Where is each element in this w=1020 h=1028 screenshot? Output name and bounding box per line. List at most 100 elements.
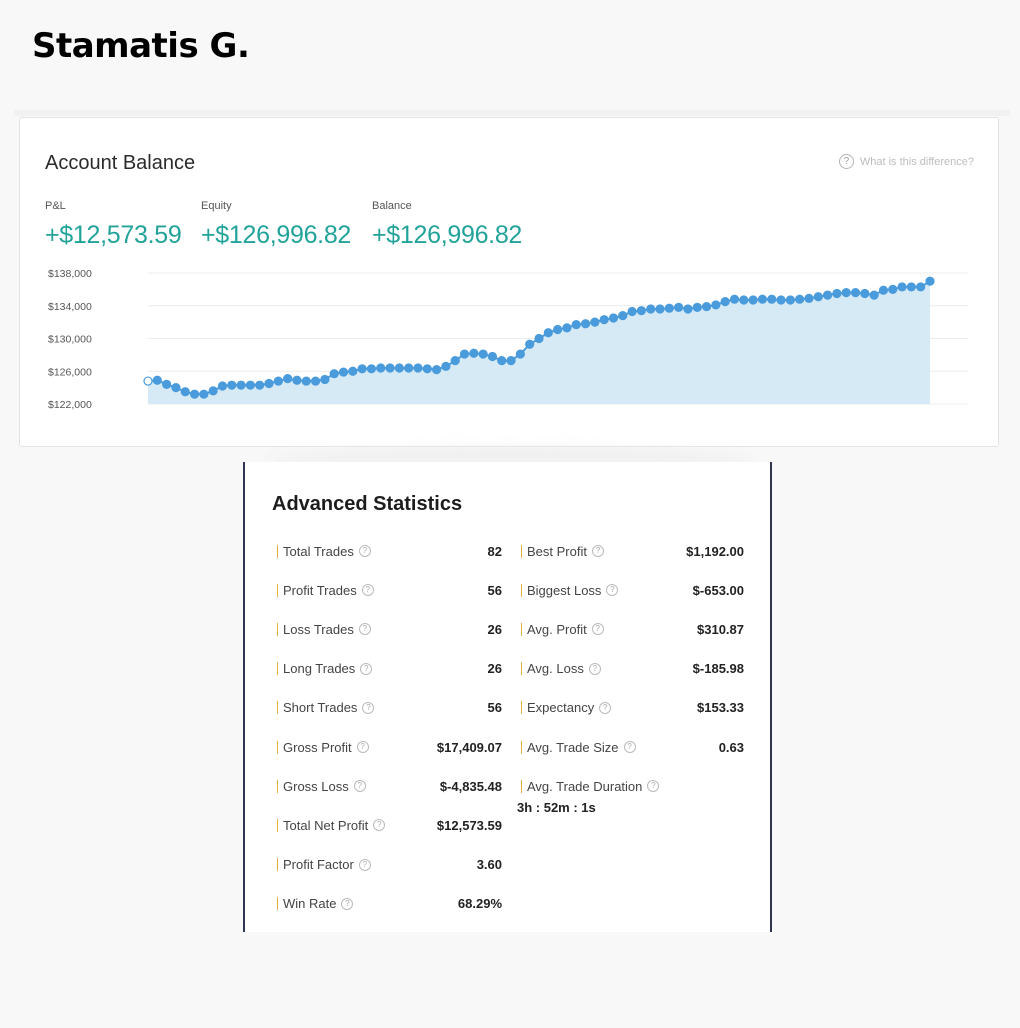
data-point — [571, 319, 581, 330]
data-point — [199, 389, 209, 399]
stat-label: Total Net Profit — [283, 817, 369, 833]
data-point — [543, 328, 553, 338]
data-point — [357, 364, 367, 374]
stat-value: $12,573.59 — [436, 817, 502, 833]
data-point — [776, 295, 786, 305]
data-point — [841, 288, 851, 298]
stat-row: Avg. Loss? $-185.98 — [521, 659, 744, 679]
question-circle-icon[interactable]: ? — [373, 819, 386, 832]
data-point — [757, 294, 768, 304]
data-point — [906, 282, 916, 292]
data-point — [683, 304, 693, 314]
stat-marker — [277, 897, 278, 911]
question-circle-icon[interactable]: ? — [588, 662, 601, 675]
stat-row: Best Profit? $1,192.00 — [521, 541, 744, 561]
stat-marker — [277, 858, 278, 872]
question-circle-icon[interactable]: ? — [591, 545, 604, 557]
data-point — [413, 363, 423, 373]
data-point — [767, 294, 777, 304]
question-circle-icon[interactable]: ? — [361, 584, 374, 597]
question-circle-icon[interactable]: ? — [358, 858, 371, 871]
stat-label: Avg. Profit — [527, 621, 587, 637]
data-point — [487, 351, 498, 362]
data-point — [366, 364, 377, 374]
data-point — [497, 356, 507, 366]
data-point — [506, 356, 516, 366]
stat-marker — [521, 622, 522, 636]
stat-value: 68.29% — [457, 896, 502, 912]
question-circle-icon[interactable]: ? — [599, 701, 612, 714]
stat-marker — [521, 701, 522, 715]
card-title: Account Balance — [45, 152, 196, 174]
stat-label: Short Trades — [283, 700, 358, 716]
stat-label: Avg. Trade Size — [527, 739, 619, 755]
data-point — [646, 304, 656, 314]
balance-chart: $138,000 $134,000 $130,000 $126,000 $122,000 — [48, 268, 968, 411]
data-point — [189, 389, 200, 399]
data-point — [590, 317, 600, 327]
stat-value: $-4,835.48 — [439, 778, 502, 794]
question-circle-icon[interactable]: ? — [358, 623, 371, 636]
data-point — [785, 295, 795, 305]
stat-value: $-653.00 — [692, 582, 744, 598]
stat-row: Profit Factor? 3.60 — [277, 855, 502, 875]
question-circle-icon[interactable]: ? — [356, 741, 369, 753]
data-point — [152, 375, 162, 385]
difference-help-link[interactable]: ? What is this difference? — [838, 154, 974, 169]
question-circle-icon[interactable]: ? — [358, 545, 371, 557]
data-point — [255, 380, 265, 390]
stat-row: Expectancy? $153.33 — [521, 698, 744, 718]
stat-label: Gross Loss — [283, 778, 349, 794]
data-point — [162, 379, 172, 389]
stat-value: 0.63 — [718, 739, 744, 755]
data-point — [217, 381, 228, 391]
data-point — [711, 300, 721, 310]
stat-row: Profit Trades? 56 — [277, 580, 502, 600]
question-circle-icon[interactable]: ? — [623, 741, 636, 753]
data-point — [850, 288, 861, 298]
question-circle-icon[interactable]: ? — [606, 584, 619, 597]
divider-band — [14, 110, 1010, 116]
data-point — [459, 349, 470, 359]
data-point — [553, 324, 563, 335]
y-tick-label: $138,000 — [48, 268, 92, 280]
stat-value: 26 — [487, 661, 502, 677]
stat-label: Gross Profit — [283, 739, 352, 755]
question-circle-icon[interactable]: ? — [591, 623, 604, 636]
stat-row: Gross Profit? $17,409.07 — [277, 737, 502, 757]
stat-label: Expectancy — [527, 700, 595, 716]
data-point — [431, 365, 442, 375]
data-point — [804, 293, 814, 303]
stat-value: 82 — [487, 543, 502, 559]
stat-label: Avg. Trade Duration — [527, 778, 643, 794]
data-point — [329, 369, 339, 379]
data-point — [338, 367, 349, 377]
question-circle-icon[interactable]: ? — [647, 780, 660, 793]
stat-value: $17,409.07 — [436, 739, 502, 755]
data-point — [878, 285, 889, 295]
stat-marker — [521, 740, 522, 754]
pnl-metric: P&L +$12,573.59 — [45, 200, 182, 250]
data-point — [385, 363, 395, 373]
data-point — [180, 387, 190, 397]
question-circle-icon[interactable]: ? — [341, 897, 354, 910]
equity-label: Equity — [201, 200, 232, 212]
stat-row: Loss Trades? 26 — [277, 619, 502, 639]
advanced-statistics-panel: Advanced Statistics Total Trades? 82 Profi… — [243, 462, 772, 932]
data-point — [608, 313, 619, 323]
data-point — [729, 294, 740, 304]
stat-row: Avg. Trade Size? 0.63 — [521, 737, 744, 757]
data-point — [888, 284, 898, 294]
stat-marker — [277, 662, 278, 676]
stat-label: Win Rate — [283, 896, 337, 912]
data-point — [525, 339, 535, 349]
question-circle-icon[interactable]: ? — [362, 701, 375, 714]
data-point — [245, 380, 256, 390]
data-point — [674, 302, 684, 312]
data-point — [618, 310, 628, 321]
stat-label: Biggest Loss — [527, 582, 602, 598]
question-circle-icon[interactable]: ? — [353, 780, 366, 793]
question-circle-icon[interactable]: ? — [360, 662, 373, 675]
data-point — [580, 319, 591, 329]
data-point — [720, 297, 730, 307]
